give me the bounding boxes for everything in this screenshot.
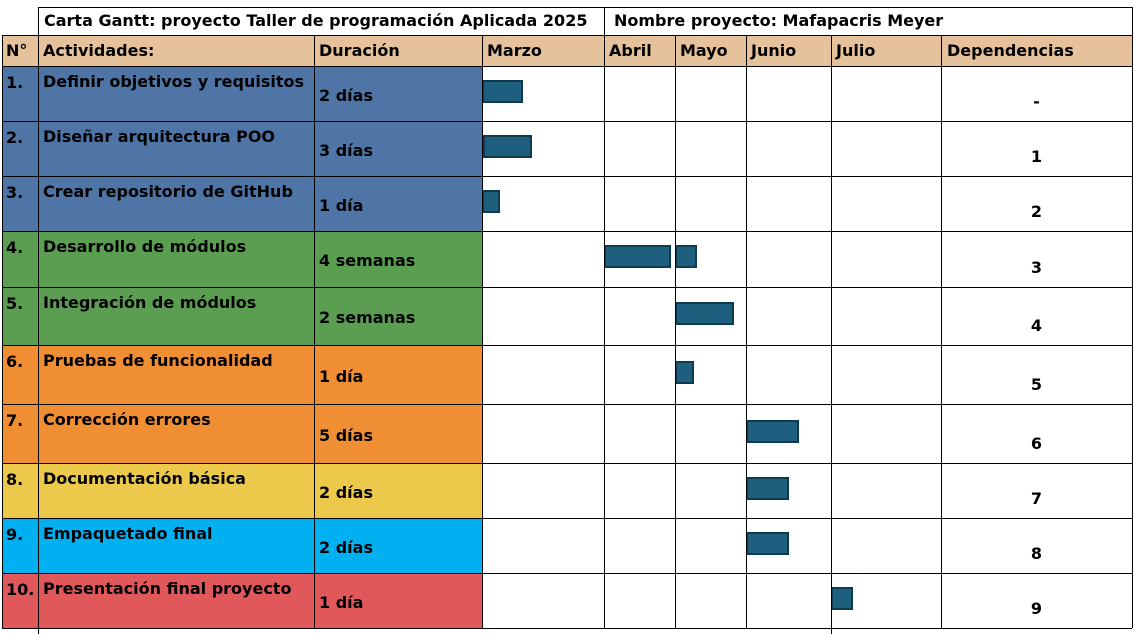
row-number: 9. bbox=[6, 525, 24, 544]
row-number: 1. bbox=[6, 73, 24, 92]
col-border bbox=[941, 35, 942, 628]
duration-label: 2 días bbox=[319, 538, 373, 557]
gantt-bar bbox=[482, 79, 524, 103]
activity-label: Definir objetivos y requisitos bbox=[43, 72, 304, 91]
gantt-bar bbox=[675, 360, 695, 384]
row-border bbox=[2, 176, 1132, 177]
activity-label: Pruebas de funcionalidad bbox=[43, 351, 273, 370]
row-number: 6. bbox=[6, 352, 24, 371]
header-bottom-border bbox=[2, 66, 1132, 67]
row-number: 5. bbox=[6, 294, 24, 313]
header-activities: Actividades: bbox=[43, 41, 155, 60]
activity-row-bg bbox=[2, 404, 482, 463]
col-border bbox=[746, 35, 747, 628]
row-number: 2. bbox=[6, 128, 24, 147]
duration-label: 2 días bbox=[319, 86, 373, 105]
duration-label: 2 semanas bbox=[319, 308, 416, 327]
row-border bbox=[2, 287, 1132, 288]
activity-label: Presentación final proyecto bbox=[43, 579, 292, 598]
activity-row-bg bbox=[2, 176, 482, 231]
activity-row-bg bbox=[2, 345, 482, 404]
duration-label: 1 día bbox=[319, 593, 364, 612]
row-border bbox=[2, 518, 1132, 519]
row-border bbox=[2, 628, 1132, 629]
activity-row-bg bbox=[2, 463, 482, 518]
col-border bbox=[2, 35, 3, 628]
duration-label: 5 días bbox=[319, 426, 373, 445]
duration-label: 4 semanas bbox=[319, 251, 416, 270]
activity-row-bg bbox=[2, 573, 482, 628]
activity-label: Desarrollo de módulos bbox=[43, 237, 247, 256]
gantt-bar bbox=[746, 419, 799, 443]
activity-label: Integración de módulos bbox=[43, 293, 257, 312]
row-number: 10. bbox=[6, 580, 35, 599]
activity-label: Corrección errores bbox=[43, 410, 211, 429]
row-border bbox=[2, 121, 1132, 122]
header-month-julio: Julio bbox=[836, 41, 876, 60]
row-number: 8. bbox=[6, 470, 24, 489]
activity-label: Documentación básica bbox=[43, 469, 246, 488]
title-top-border bbox=[38, 7, 1132, 8]
gantt-bar bbox=[483, 134, 533, 158]
dependency-value: 2 bbox=[1030, 202, 1043, 221]
header-month-junio: Junio bbox=[751, 41, 797, 60]
gantt-bar bbox=[746, 531, 789, 555]
row-border bbox=[2, 345, 1132, 346]
duration-label: 1 día bbox=[319, 367, 364, 386]
gantt-bar bbox=[675, 245, 697, 268]
col-border bbox=[482, 35, 483, 628]
duration-label: 2 días bbox=[319, 483, 373, 502]
title-divider bbox=[604, 7, 605, 35]
col-border bbox=[314, 35, 315, 628]
dependency-value: 5 bbox=[1030, 375, 1043, 394]
header-row bbox=[2, 35, 1132, 66]
activity-row-bg bbox=[2, 66, 482, 121]
chart-title: Carta Gantt: proyecto Taller de programa… bbox=[44, 11, 588, 30]
dependency-value: 9 bbox=[1030, 599, 1043, 618]
project-name: Nombre proyecto: Mafapacris Meyer bbox=[614, 11, 944, 30]
col-border bbox=[38, 7, 39, 634]
activity-row-bg bbox=[2, 231, 482, 287]
row-border bbox=[2, 463, 1132, 464]
header-duration: Duración bbox=[319, 41, 400, 60]
dependency-value: 4 bbox=[1030, 316, 1043, 335]
activity-row-bg bbox=[2, 121, 482, 176]
activity-row-bg bbox=[2, 518, 482, 573]
row-number: 7. bbox=[6, 411, 24, 430]
header-month-marzo: Marzo bbox=[487, 41, 542, 60]
col-border bbox=[604, 35, 605, 628]
gantt-bar bbox=[604, 245, 671, 268]
activity-label: Crear repositorio de GitHub bbox=[43, 182, 293, 201]
header-month-mayo: Mayo bbox=[680, 41, 728, 60]
header-top-border bbox=[2, 35, 1132, 36]
activity-row-bg bbox=[2, 287, 482, 345]
header-month-abril: Abril bbox=[609, 41, 652, 60]
row-border bbox=[2, 231, 1132, 232]
col-border bbox=[831, 35, 832, 628]
header-number: N° bbox=[6, 41, 28, 60]
dependency-value: 6 bbox=[1030, 434, 1043, 453]
col-border bbox=[675, 35, 676, 628]
activity-label: Empaquetado final bbox=[43, 524, 213, 543]
dependency-value: - bbox=[1033, 92, 1040, 111]
duration-label: 3 días bbox=[319, 141, 373, 160]
dependency-value: 3 bbox=[1030, 258, 1043, 277]
row-border bbox=[2, 573, 1132, 574]
gantt-bar bbox=[746, 476, 789, 500]
row-number: 3. bbox=[6, 183, 24, 202]
header-dependencies: Dependencias bbox=[947, 41, 1074, 60]
row-border bbox=[2, 404, 1132, 405]
col-border bbox=[1132, 7, 1133, 628]
col-border bbox=[831, 628, 832, 634]
dependency-value: 7 bbox=[1030, 489, 1043, 508]
row-number: 4. bbox=[6, 238, 24, 257]
duration-label: 1 día bbox=[319, 196, 364, 215]
activity-label: Diseñar arquitectura POO bbox=[43, 127, 276, 146]
dependency-value: 1 bbox=[1030, 147, 1043, 166]
gantt-bar bbox=[831, 586, 853, 610]
gantt-bar bbox=[675, 302, 734, 325]
gantt-bar bbox=[482, 189, 501, 213]
dependency-value: 8 bbox=[1030, 544, 1043, 563]
